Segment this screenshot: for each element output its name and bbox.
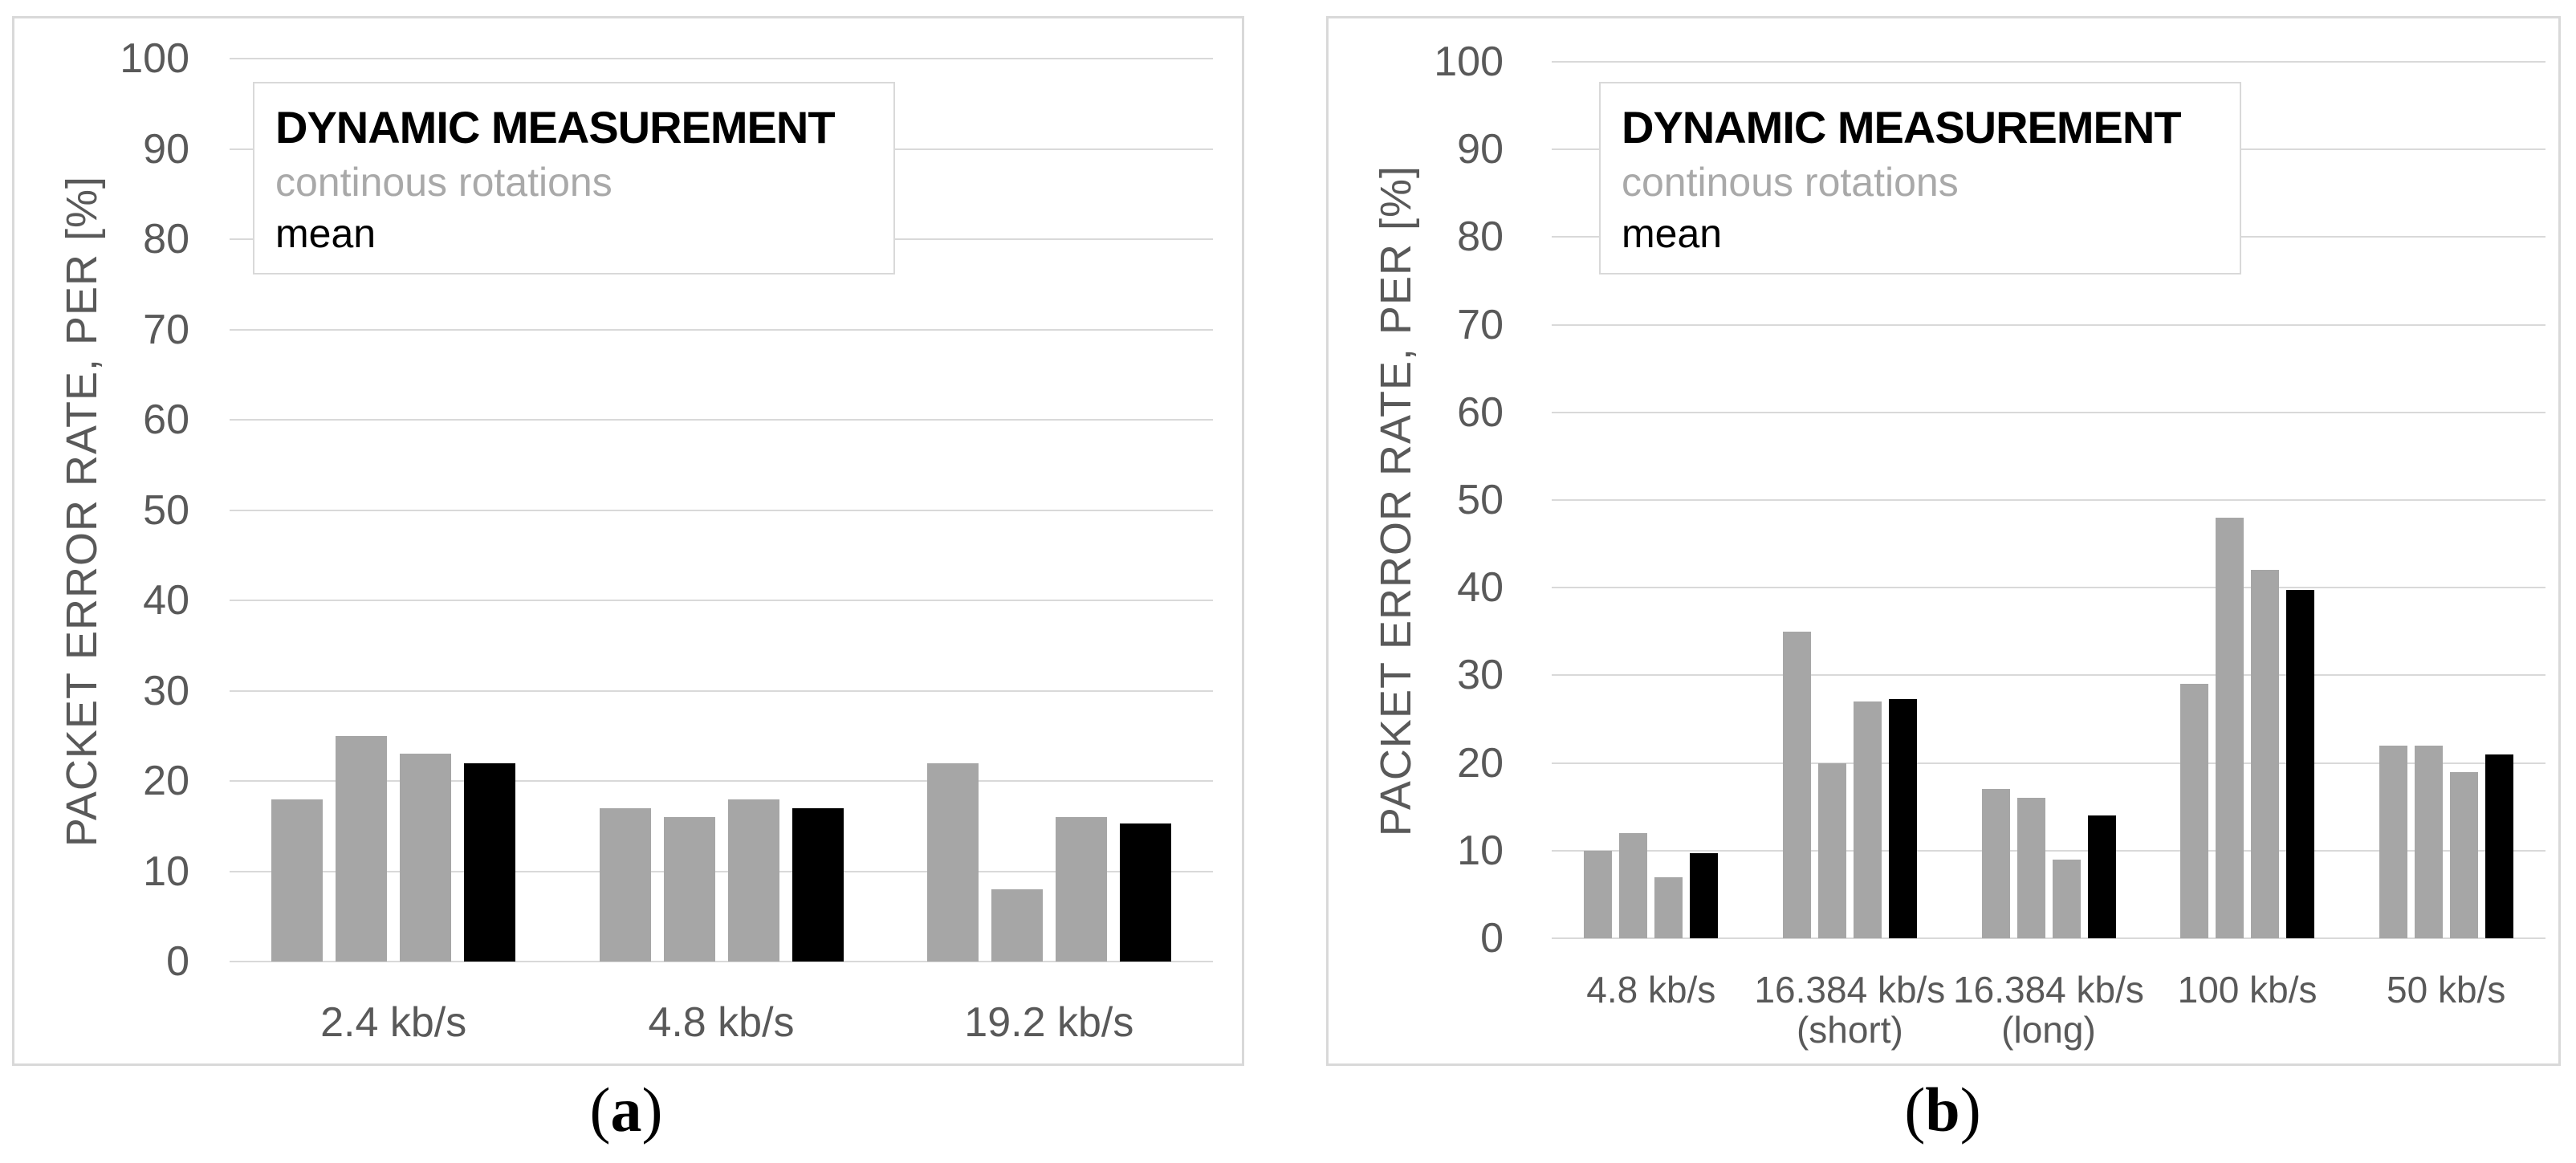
x-category-label: 50 kb/s — [2387, 969, 2506, 1011]
y-tick-label: 80 — [143, 216, 189, 262]
gridline — [1552, 849, 2545, 852]
bar-continous-rotations — [1055, 817, 1107, 962]
bar-continous-rotations — [926, 762, 979, 962]
gridline — [1552, 323, 2545, 326]
y-tick-label: 30 — [143, 667, 189, 714]
y-tick-label: 90 — [1457, 126, 1504, 173]
bar-mean — [464, 762, 516, 962]
y-tick-label: 20 — [1457, 739, 1504, 787]
y-tick-label: 100 — [120, 35, 189, 82]
caption-b-letter: b — [1925, 1075, 1960, 1145]
legend: DYNAMIC MEASUREMENT continous rotations … — [253, 82, 895, 274]
x-axis-line — [230, 961, 1213, 962]
x-category-label: 16.384 kb/s (long) — [1953, 969, 2144, 1051]
chart-panel-b: PACKET ERROR RATE, PER [%] 0 10 20 30 40 50 60… — [1326, 16, 2561, 1066]
bar-mean — [2286, 590, 2315, 938]
legend-item-mean: mean — [275, 211, 376, 256]
bar-continous-rotations — [2216, 517, 2244, 938]
y-tick-label: 30 — [1457, 652, 1504, 699]
caption-a-letter: a — [610, 1075, 642, 1145]
gridline — [230, 509, 1213, 511]
y-tick-label: 10 — [1457, 827, 1504, 874]
gridline — [230, 419, 1213, 421]
legend-item-continous-rotations: continous rotations — [1622, 160, 1959, 205]
bar-continous-rotations — [2052, 859, 2081, 938]
y-tick-label: 0 — [166, 938, 189, 985]
bar-continous-rotations — [663, 817, 715, 962]
legend-title: DYNAMIC MEASUREMENT — [275, 102, 836, 152]
gridline — [1552, 61, 2545, 63]
y-tick-label: 90 — [143, 125, 189, 173]
caption-a: (a) — [589, 1075, 663, 1145]
gridline — [1552, 762, 2545, 764]
x-category-label: 19.2 kb/s — [964, 999, 1134, 1046]
gridline — [1552, 587, 2545, 589]
caption-b: (b) — [1904, 1075, 1981, 1145]
y-tick-label: 70 — [143, 306, 189, 353]
gridline — [230, 600, 1213, 601]
bar-continous-rotations — [727, 799, 779, 962]
bar-continous-rotations — [400, 754, 452, 962]
bar-continous-rotations — [1981, 789, 2010, 938]
gridline — [230, 870, 1213, 872]
x-category-label: 4.8 kb/s — [648, 999, 795, 1046]
bar-continous-rotations — [2251, 570, 2280, 938]
y-tick-label: 50 — [1457, 477, 1504, 523]
gridline — [230, 780, 1213, 782]
bar-continous-rotations — [2379, 745, 2407, 938]
y-tick-label: 40 — [1457, 564, 1504, 612]
bar-mean — [2484, 754, 2513, 938]
bar-continous-rotations — [2449, 771, 2478, 938]
chart-panel-a: PACKET ERROR RATE, PER [%] 0 10 20 30 40 50 60… — [12, 16, 1244, 1066]
y-tick-label: 100 — [1434, 39, 1504, 85]
bar-continous-rotations — [2016, 798, 2045, 938]
y-tick-label: 70 — [1457, 301, 1504, 348]
gridline — [1552, 411, 2545, 413]
bar-continous-rotations — [1584, 850, 1613, 938]
bar-continous-rotations — [271, 799, 324, 962]
bar-mean — [2087, 815, 2116, 938]
x-category-label: 2.4 kb/s — [320, 999, 467, 1046]
gridline — [1552, 499, 2545, 501]
gridline — [1552, 674, 2545, 677]
x-category-label: 16.384 kb/s (short) — [1754, 969, 1946, 1051]
x-category-label: 100 kb/s — [2177, 969, 2318, 1011]
legend-item-mean: mean — [1622, 211, 1723, 256]
bar-mean — [792, 807, 844, 962]
gridline — [230, 58, 1213, 59]
y-tick-label: 80 — [1457, 213, 1504, 261]
y-tick-label: 40 — [143, 577, 189, 624]
legend-item-continous-rotations: continous rotations — [275, 160, 612, 205]
bar-continous-rotations — [1619, 832, 1648, 938]
legend-title: DYNAMIC MEASUREMENT — [1622, 102, 2182, 152]
bar-continous-rotations — [991, 889, 1043, 962]
bar-mean — [1888, 698, 1917, 938]
bar-continous-rotations — [336, 735, 388, 962]
bar-continous-rotations — [2414, 745, 2443, 938]
legend: DYNAMIC MEASUREMENT continous rotations … — [1599, 82, 2241, 274]
x-category-label: 4.8 kb/s — [1586, 969, 1716, 1011]
y-tick-label: 50 — [143, 486, 189, 534]
bar-continous-rotations — [1817, 762, 1846, 938]
bar-mean — [1690, 853, 1719, 938]
y-tick-label: 0 — [1480, 915, 1504, 962]
bar-mean — [1119, 823, 1171, 962]
y-tick-label: 60 — [143, 396, 189, 443]
gridline — [230, 328, 1213, 331]
x-axis-line — [1552, 937, 2545, 939]
gridline — [230, 689, 1213, 692]
y-tick-label: 20 — [143, 758, 189, 804]
y-tick-label: 10 — [143, 848, 189, 895]
bar-continous-rotations — [1654, 876, 1683, 938]
y-tick-label: 60 — [1457, 388, 1504, 436]
bar-continous-rotations — [1782, 631, 1811, 938]
bar-continous-rotations — [2180, 684, 2209, 938]
bar-continous-rotations — [599, 807, 651, 962]
bar-continous-rotations — [1853, 701, 1882, 938]
